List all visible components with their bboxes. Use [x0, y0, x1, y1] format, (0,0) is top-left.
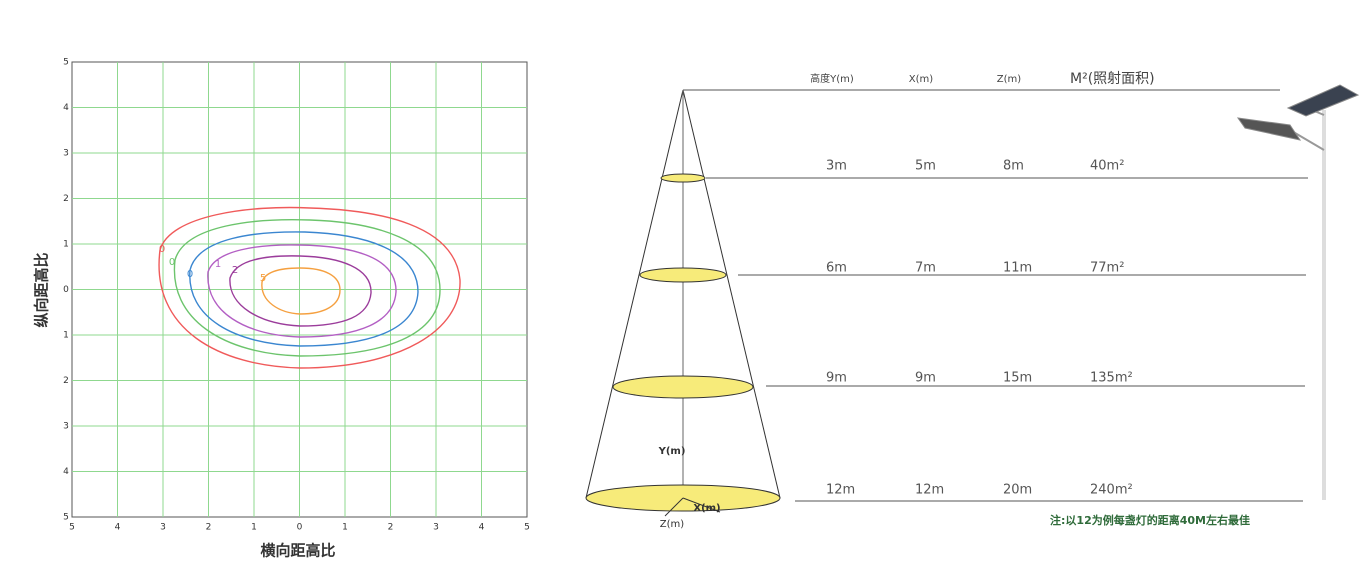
y-tick-label: 3	[63, 422, 69, 432]
y-tick-label: 2	[63, 194, 69, 204]
table-cell: 6m	[826, 261, 847, 276]
contour-label: 1	[215, 259, 221, 270]
x-tick-label: 0	[297, 523, 303, 533]
table-cell: 77m²	[1090, 261, 1124, 276]
table-cell: 9m	[915, 371, 936, 386]
light-disc	[660, 173, 706, 183]
cone-label: Z(m)	[660, 519, 684, 530]
solar-panel	[1286, 84, 1360, 117]
table-cell: 240m²	[1090, 483, 1133, 498]
table-header: Z(m)	[997, 74, 1021, 85]
light-disc	[612, 375, 754, 399]
y-tick-label: 3	[63, 149, 69, 159]
grid	[72, 62, 527, 517]
table-cell: 20m	[1003, 483, 1032, 498]
table-cell: 5m	[915, 159, 936, 174]
table-header: M²(照射面积)	[1070, 71, 1155, 87]
cone-table: 高度Y(m) X(m) Z(m) M²(照射面积) 3m 5m 8m 40m² 6m 7m 11m 7…	[810, 71, 1154, 498]
y-tick-label: 1	[63, 240, 69, 250]
contour	[189, 231, 419, 347]
x-tick-label: 4	[479, 523, 485, 533]
table-cell: 40m²	[1090, 159, 1124, 174]
contour	[158, 206, 461, 369]
table-cell: 15m	[1003, 371, 1032, 386]
table-cell: 11m	[1003, 261, 1032, 276]
z-arrow	[664, 497, 684, 517]
y-tick-label: 2	[63, 376, 69, 386]
table-cell: 8m	[1003, 159, 1024, 174]
contour	[173, 219, 441, 357]
y-axis-label: 纵向距高比	[33, 252, 51, 327]
y-tick-label: 5	[63, 513, 69, 523]
x-tick-label: 3	[160, 523, 166, 533]
contour-label: 0	[159, 244, 165, 255]
x-tick-label: 5	[69, 523, 75, 533]
y-tick-label: 4	[63, 467, 69, 477]
contours	[158, 206, 461, 369]
cone-label: X(m)	[693, 503, 720, 514]
light-disc	[639, 267, 727, 283]
x-arrow	[682, 497, 721, 513]
street-lamp	[1236, 84, 1360, 500]
contour	[207, 244, 397, 338]
note: 注:以12为例每盏灯的距离40M左右最佳	[1050, 513, 1250, 527]
y-tick-label: 1	[63, 331, 69, 341]
y-tick-label: 4	[63, 103, 69, 113]
contour-label: 0	[169, 257, 175, 268]
table-header: 高度Y(m)	[810, 72, 854, 85]
contour	[261, 267, 341, 315]
table-cell: 7m	[915, 261, 936, 276]
table-cell: 9m	[826, 371, 847, 386]
x-tick-label: 1	[251, 523, 257, 533]
table-cell: 3m	[826, 159, 847, 174]
table-cell: 12m	[915, 483, 944, 498]
table-cell: 12m	[826, 483, 855, 498]
x-tick-label: 4	[115, 523, 121, 533]
contour-label: 5	[260, 273, 266, 284]
x-tick-label: 3	[433, 523, 439, 533]
contour-label: 2	[232, 265, 238, 276]
cone-label: Y(m)	[658, 446, 686, 457]
x-tick-label: 5	[524, 523, 530, 533]
cone-diagram	[585, 89, 1308, 517]
cone-edge	[585, 89, 684, 499]
cone-edge	[682, 89, 781, 499]
contour	[229, 255, 372, 327]
table-header: X(m)	[909, 74, 933, 85]
x-tick-label: 1	[342, 523, 348, 533]
y-tick-label: 5	[63, 58, 69, 68]
table-cell: 135m²	[1090, 371, 1133, 386]
contour-label: 0	[187, 269, 193, 280]
lamp-head	[1236, 117, 1302, 141]
x-axis-label: 横向距高比	[260, 542, 335, 560]
lamp-pole	[1322, 110, 1326, 500]
x-tick-label: 2	[388, 523, 394, 533]
x-tick-label: 2	[206, 523, 212, 533]
y-tick-label: 0	[63, 285, 69, 295]
